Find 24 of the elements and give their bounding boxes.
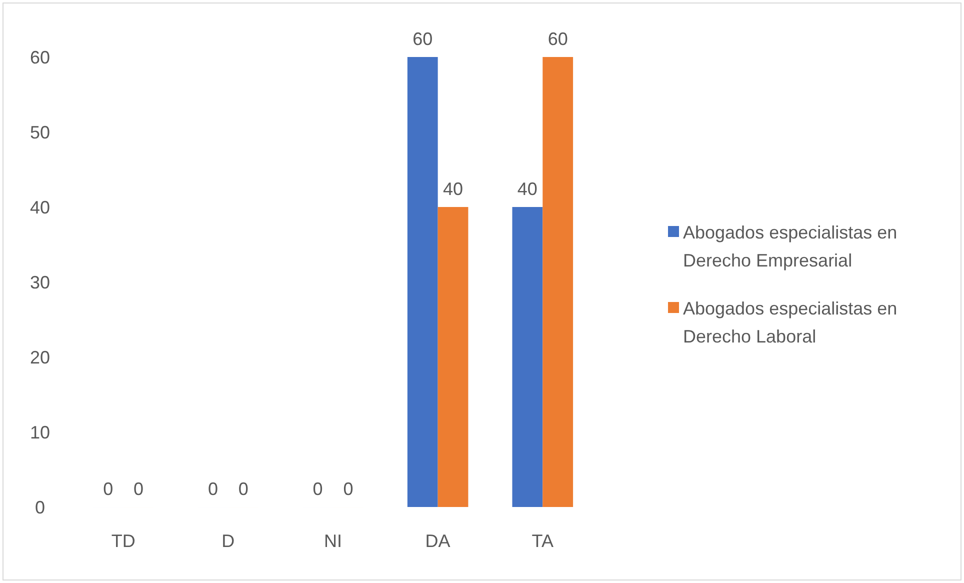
data-label: 0 xyxy=(208,479,218,499)
x-tick-label: DA xyxy=(425,531,450,551)
y-tick-label: 30 xyxy=(30,272,50,292)
data-label: 60 xyxy=(548,29,568,49)
y-tick-label: 10 xyxy=(30,422,50,442)
data-label: 40 xyxy=(517,179,538,199)
y-tick-label: 20 xyxy=(30,347,50,368)
y-tick-label: 40 xyxy=(30,197,50,218)
data-label: 0 xyxy=(238,479,248,499)
data-label: 0 xyxy=(134,479,144,499)
data-label: 0 xyxy=(312,479,323,499)
x-tick-label: TA xyxy=(532,531,554,551)
legend-label: Abogados especialistas en Derecho Empresarial xyxy=(683,222,898,270)
x-tick-label: D xyxy=(222,531,235,551)
x-tick-label: NI xyxy=(324,531,342,551)
data-label: 60 xyxy=(412,29,433,49)
legend-label: Abogados especialistas en Derecho Laboral xyxy=(683,298,898,346)
y-tick-label: 60 xyxy=(30,47,50,68)
y-tick-label: 50 xyxy=(30,122,50,142)
y-tick-label: 0 xyxy=(34,497,46,518)
x-tick-label: TD xyxy=(111,531,136,551)
data-label: 40 xyxy=(443,179,464,199)
data-label: 0 xyxy=(343,479,354,499)
data-label: 0 xyxy=(103,479,114,499)
